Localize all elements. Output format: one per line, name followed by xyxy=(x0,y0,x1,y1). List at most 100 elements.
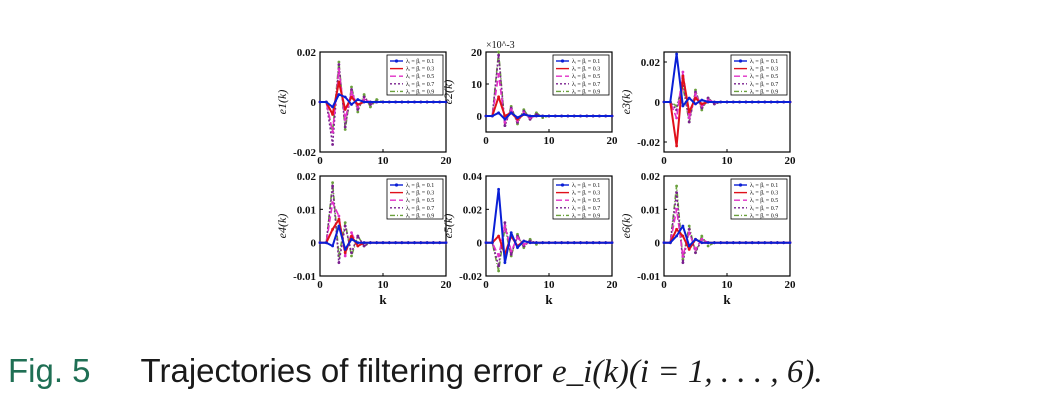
series-point xyxy=(700,108,704,112)
caption-text: Trajectories of filtering error xyxy=(140,352,543,389)
series-point xyxy=(509,252,513,256)
series-point xyxy=(744,100,748,104)
series-point xyxy=(497,73,500,76)
series-point xyxy=(356,110,360,114)
series-point xyxy=(675,116,678,120)
series-point xyxy=(362,244,366,248)
series-point xyxy=(331,181,334,185)
series-point xyxy=(503,221,507,225)
series-point xyxy=(681,104,685,108)
series-point xyxy=(713,100,716,104)
series-point xyxy=(757,241,760,245)
x-tick-label: 0 xyxy=(661,279,667,291)
series-point xyxy=(681,74,685,78)
series-point xyxy=(419,241,423,245)
series-point xyxy=(343,95,347,99)
legend-entry-3: λᵢ = βᵢ = 0.5 xyxy=(572,74,600,80)
series-point xyxy=(350,234,353,238)
series-point xyxy=(566,114,570,118)
x-tick-label: 20 xyxy=(441,279,453,291)
series-point xyxy=(369,103,372,106)
legend-entry-2: λᵢ = βᵢ = 0.3 xyxy=(406,191,434,197)
x-tick-label: 0 xyxy=(317,279,323,291)
series-point xyxy=(331,105,334,109)
series-point xyxy=(694,247,697,251)
legend-entry-3: λᵢ = βᵢ = 0.5 xyxy=(572,198,600,204)
legend-entry-2: λᵢ = βᵢ = 0.3 xyxy=(572,191,600,197)
series-point xyxy=(318,241,322,245)
series-point xyxy=(528,114,532,118)
series-point xyxy=(598,114,601,118)
legend-entry-3: λᵢ = βᵢ = 0.5 xyxy=(406,74,434,80)
series-point xyxy=(731,100,735,104)
legend-entry-3: λᵢ = βᵢ = 0.5 xyxy=(750,74,778,80)
series-point xyxy=(566,241,570,245)
y-tick-label: 0 xyxy=(477,111,483,123)
series-point xyxy=(788,241,792,245)
series-point xyxy=(406,241,410,245)
series-point xyxy=(757,100,760,104)
legend-marker xyxy=(394,59,399,63)
series-point xyxy=(331,143,334,146)
series-point xyxy=(700,102,704,106)
series-point xyxy=(675,207,678,211)
series-point xyxy=(604,114,608,118)
series-point xyxy=(706,96,710,100)
series-point xyxy=(337,80,341,84)
series-point xyxy=(356,244,360,248)
series-point xyxy=(350,251,353,255)
series-point xyxy=(337,214,341,218)
series-point xyxy=(572,241,576,245)
y-axis-label: e1(k) xyxy=(275,90,289,115)
series-point xyxy=(560,114,563,118)
series-point xyxy=(350,237,353,241)
x-tick-label: 10 xyxy=(722,155,734,167)
series-point xyxy=(497,95,500,99)
series-point xyxy=(516,246,519,250)
series-point xyxy=(432,241,435,245)
series-point xyxy=(413,241,416,245)
series-point xyxy=(350,103,353,106)
legend-entry-5: λᵢ = βᵢ = 0.9 xyxy=(750,89,778,95)
x-tick-label: 10 xyxy=(544,279,556,291)
series-point xyxy=(509,111,513,115)
y-tick-label: 0.01 xyxy=(641,204,660,216)
y-tick-label: -0.02 xyxy=(293,147,316,159)
series-point xyxy=(547,114,551,118)
series-point xyxy=(387,100,391,104)
series-point xyxy=(687,110,691,114)
legend: λᵢ = βᵢ = 0.1 λᵢ = βᵢ = 0.3λᵢ = βᵢ = 0.5 λ… xyxy=(386,54,444,95)
legend-entry-2: λᵢ = βᵢ = 0.3 xyxy=(572,67,600,73)
x-tick-label: 10 xyxy=(378,279,390,291)
legend-entry-4: λᵢ = βᵢ = 0.7 xyxy=(750,82,778,88)
y-tick-label: 0.02 xyxy=(641,171,661,183)
series-point xyxy=(522,242,526,246)
series-point xyxy=(509,231,513,235)
series-point xyxy=(331,184,334,188)
series-point xyxy=(503,121,507,124)
series-point xyxy=(706,241,710,245)
series-point xyxy=(572,114,576,118)
y-tick-label: -0.02 xyxy=(459,271,482,283)
series-point xyxy=(343,118,347,121)
legend-marker xyxy=(560,183,565,187)
legend-entry-4: λᵢ = βᵢ = 0.7 xyxy=(406,82,434,88)
series-point xyxy=(356,98,360,101)
legend-entry-1: λᵢ = βᵢ = 0.1 xyxy=(406,183,434,189)
series-point xyxy=(497,264,500,268)
series-point xyxy=(362,93,366,96)
series-point xyxy=(694,251,697,255)
y-tick-label: 0 xyxy=(311,238,317,250)
series-point xyxy=(694,90,697,94)
legend-marker xyxy=(394,183,399,187)
x-tick-label: 20 xyxy=(785,279,797,291)
series-point xyxy=(324,241,328,245)
series-point xyxy=(725,100,729,104)
series-point xyxy=(750,241,754,245)
series-point xyxy=(400,241,404,245)
